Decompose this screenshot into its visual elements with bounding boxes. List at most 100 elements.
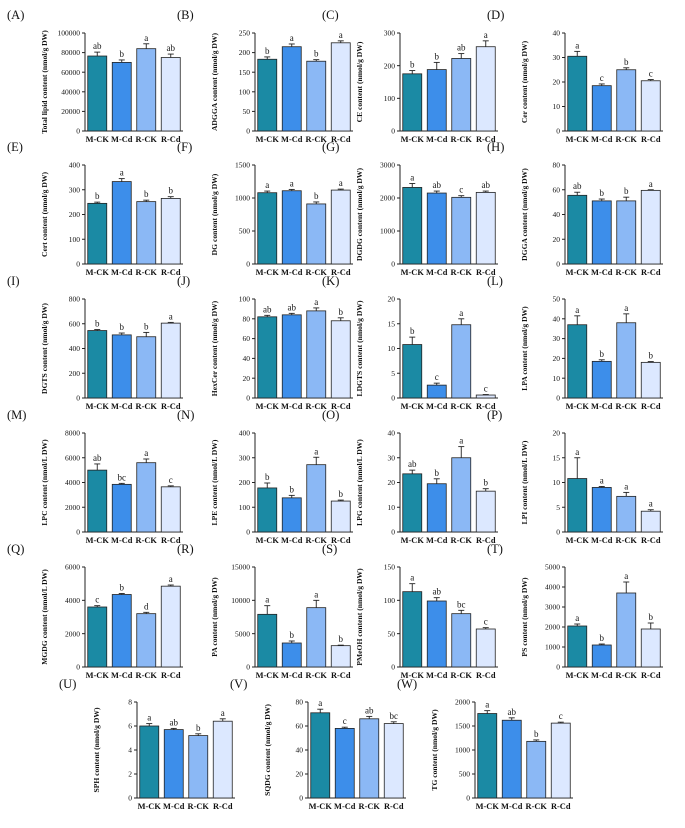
significance-letter: d	[144, 601, 149, 611]
bar-m-ck	[87, 469, 108, 533]
bar-r-cd	[475, 46, 496, 132]
y-tick-label: 0	[556, 260, 560, 269]
significance-letter: b	[339, 634, 344, 644]
y-tick-label: 0	[76, 663, 80, 672]
x-tick-label: M-Cd	[163, 802, 185, 811]
x-tick-label: R-Cd	[641, 402, 661, 411]
significance-letter: b	[95, 191, 100, 201]
x-tick-label: M-CK	[566, 135, 590, 144]
y-tick-label: 30	[388, 453, 396, 462]
y-tick-label: 15	[388, 319, 396, 328]
x-tick-label: M-CK	[86, 402, 110, 411]
bar-r-cd	[330, 42, 351, 132]
y-axis-title: LPG content (nmol/L DW)	[355, 439, 364, 526]
significance-letter: a	[147, 713, 151, 723]
significance-letter: a	[314, 446, 318, 456]
panel-label: (S)	[322, 542, 337, 556]
y-tick-label: 3000	[545, 603, 560, 612]
significance-letter: b	[339, 489, 344, 499]
bar-r-cd	[640, 80, 661, 132]
bar-m-cd	[111, 594, 132, 668]
significance-letter: b	[95, 319, 100, 329]
significance-letter: a	[339, 30, 343, 40]
bar-m-cd	[591, 200, 612, 265]
x-tick-label: R-CK	[306, 402, 328, 411]
y-tick-label: 40	[296, 746, 304, 755]
y-tick-label: 20	[553, 354, 561, 363]
y-tick-label: 300	[239, 453, 251, 462]
significance-letter: c	[600, 73, 604, 83]
significance-letter: b	[314, 191, 319, 201]
y-tick-label: 10	[553, 374, 561, 383]
bar-r-cd	[475, 394, 496, 399]
y-tick-label: 10	[553, 478, 561, 487]
panel-s: (S) PMeOH content (nmol/g DW) 0 50 100 150 a M-…	[322, 542, 498, 680]
y-tick-label: 0	[556, 663, 560, 672]
bar-m-ck	[567, 478, 588, 533]
x-tick-label: M-CK	[309, 802, 333, 811]
y-tick-label: 2	[128, 770, 132, 779]
bar-m-cd	[334, 728, 355, 799]
y-axis-title: Total lipid content (nmol/g DW)	[40, 30, 49, 134]
x-tick-label: M-Cd	[426, 536, 448, 545]
bar-m-ck	[402, 187, 423, 265]
x-tick-label: M-CK	[401, 135, 425, 144]
bar-m-ck	[402, 344, 423, 399]
x-tick-label: M-Cd	[111, 536, 133, 545]
y-tick-label: 0	[299, 794, 303, 803]
x-tick-label: M-CK	[86, 671, 110, 680]
bar-r-ck	[188, 735, 209, 799]
bar-m-ck	[477, 713, 498, 799]
y-tick-label: 40	[243, 354, 251, 363]
x-tick-label: R-CK	[136, 536, 158, 545]
bar-r-ck	[616, 592, 637, 668]
significance-letter: ab	[93, 453, 102, 463]
bar-m-cd	[426, 600, 447, 668]
panel-label: (T)	[487, 542, 503, 556]
x-tick-label: R-Cd	[213, 802, 233, 811]
panel-c: (C) CE content (nmol/g DW) 0 100 200 300 b M-CK…	[322, 8, 498, 144]
x-tick-label: R-Cd	[476, 402, 496, 411]
significance-letter: c	[649, 69, 653, 79]
bar-r-cd	[383, 723, 404, 799]
x-tick-label: M-Cd	[591, 536, 613, 545]
y-axis-title: CE content (nmol/g DW)	[355, 41, 364, 122]
y-tick-label: 60	[243, 334, 251, 343]
x-tick-label: M-CK	[566, 671, 590, 680]
bar-r-cd	[160, 486, 181, 533]
panel-label: (N)	[177, 408, 194, 422]
x-tick-label: M-Cd	[281, 135, 303, 144]
panel-k: (K) LDGTS content (nmol/g DW) 0 5 10 15 20 b M-C…	[322, 274, 498, 411]
significance-letter: a	[410, 172, 414, 182]
significance-letter: a	[169, 311, 173, 321]
x-tick-label: R-CK	[616, 268, 638, 277]
panel-o: (O)LPG content (nmol/L DW)010203040abM-C…	[322, 408, 498, 545]
y-tick-label: 0	[128, 794, 132, 803]
x-tick-label: R-CK	[451, 135, 473, 144]
panel-h: (H)DGGA content (nmol/g DW)020406080abM-…	[487, 140, 663, 277]
panel-p: (P) LPI content (nmol/L DW) 0 5 10 15 20 a M-CK a…	[487, 408, 663, 545]
bar-r-cd	[330, 645, 351, 668]
panel-label: (C)	[322, 8, 339, 22]
significance-letter: a	[169, 574, 173, 584]
panel-t: (T) PS content (nmol/g DW) 0 1000 2000 3000 40…	[487, 542, 663, 680]
significance-letter: a	[144, 33, 148, 43]
bar-m-ck	[87, 202, 108, 265]
y-tick-label: 8000	[65, 429, 80, 438]
significance-letter: a	[575, 40, 579, 50]
significance-letter: a	[221, 708, 225, 718]
x-tick-label: R-Cd	[161, 268, 181, 277]
bar-r-ck	[616, 200, 637, 265]
y-tick-label: 0	[391, 394, 395, 403]
y-tick-label: 2000	[455, 698, 470, 707]
y-tick-label: 1500	[455, 722, 470, 731]
significance-letter: ab	[573, 181, 582, 191]
y-tick-label: 0	[246, 260, 250, 269]
panel-q: (Q) MGDG content (nmol/L DW) 0 2000 4000 6000…	[7, 542, 183, 680]
significance-letter: a	[265, 595, 269, 605]
x-tick-label: M-Cd	[111, 268, 133, 277]
panel-b: (B) ADGGA content (nmol/g DW) 0 50 100 150 200…	[177, 8, 353, 144]
x-tick-label: M-Cd	[111, 135, 133, 144]
y-tick-label: 80	[243, 314, 251, 323]
x-tick-label: R-Cd	[476, 135, 496, 144]
